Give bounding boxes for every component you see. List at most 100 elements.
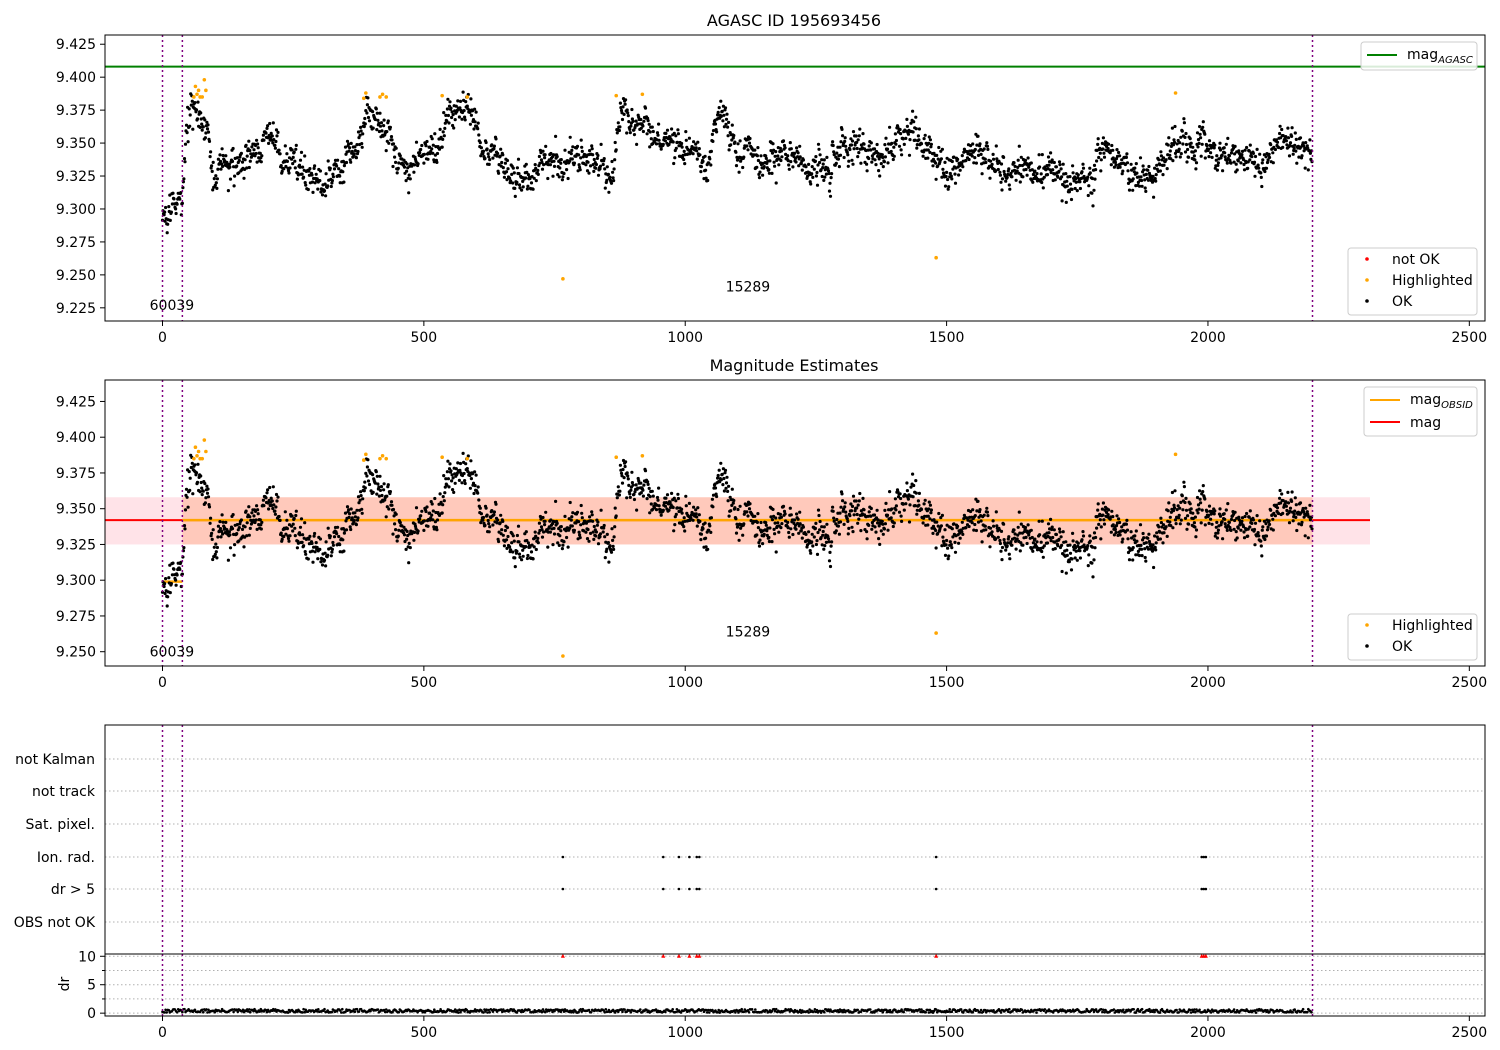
ok-point (596, 520, 600, 524)
ok-point (1271, 151, 1275, 155)
ok-point (166, 595, 170, 599)
ok-point (603, 556, 607, 560)
ok-point (498, 521, 502, 525)
ok-point (307, 537, 311, 541)
ok-point (196, 100, 200, 104)
ok-point (889, 516, 893, 520)
ok-point (408, 177, 412, 181)
ok-point (218, 527, 223, 531)
ok-point (356, 130, 361, 134)
ok-point (1030, 535, 1034, 540)
ok-point (682, 516, 686, 520)
ok-point (992, 524, 996, 528)
ok-point (767, 535, 771, 540)
dr-point (541, 1008, 545, 1011)
ok-point (617, 493, 622, 497)
ok-point (1059, 167, 1063, 171)
dr-point (577, 1010, 580, 1014)
ok-point (366, 96, 370, 100)
ok-point (906, 497, 911, 501)
ok-point (495, 521, 499, 525)
ok-point (564, 529, 568, 533)
ok-point (1025, 541, 1029, 546)
ok-point (603, 186, 607, 190)
ok-point (420, 143, 424, 148)
ok-point (235, 156, 239, 160)
ok-point (873, 158, 877, 162)
ok-point (1060, 175, 1064, 179)
ok-point (1305, 510, 1309, 514)
ok-point (458, 461, 463, 466)
ok-point (897, 510, 902, 514)
ok-point (175, 573, 179, 577)
ok-point (1305, 144, 1309, 148)
ok-point (1308, 151, 1312, 155)
ok-point (1127, 558, 1132, 562)
ok-point (838, 511, 842, 515)
ok-point (457, 115, 461, 119)
ok-point (237, 539, 241, 543)
ok-point (385, 505, 389, 509)
ok-point (294, 513, 298, 518)
ok-point (1259, 544, 1263, 548)
ok-point (558, 166, 562, 170)
ok-point (881, 532, 885, 536)
ok-point (632, 492, 636, 496)
ok-point (532, 176, 536, 180)
ok-point (397, 161, 401, 165)
ok-point (268, 485, 272, 490)
ok-point (1125, 528, 1130, 532)
ok-point (722, 113, 726, 117)
ok-point (1154, 179, 1158, 183)
dr-point (589, 1011, 593, 1014)
ok-point (388, 490, 392, 494)
ok-point (208, 521, 212, 525)
ok-point (562, 171, 566, 176)
ok-point (1143, 547, 1147, 551)
legend-label: magAGASC (1407, 47, 1473, 66)
ok-point (450, 110, 454, 114)
ok-point (169, 582, 173, 586)
ok-point (464, 100, 468, 104)
ok-point (634, 483, 638, 487)
ok-point (715, 494, 719, 499)
ok-point (461, 90, 465, 94)
ok-point (485, 147, 489, 151)
ok-point (1158, 169, 1162, 173)
ok-point (1170, 490, 1174, 495)
ok-point (476, 121, 480, 125)
ok-point (1136, 549, 1140, 554)
ok-point (274, 492, 279, 497)
ok-point (591, 519, 595, 523)
ok-point (899, 132, 903, 136)
ok-point (770, 171, 774, 175)
ok-point (650, 489, 654, 493)
ok-point (380, 129, 384, 133)
dr-point (326, 1009, 330, 1012)
ok-point (1287, 154, 1292, 158)
ok-point (466, 454, 470, 458)
ok-point (945, 538, 949, 543)
ok-point (1302, 149, 1306, 153)
ok-point (209, 150, 213, 154)
ok-point (563, 514, 567, 519)
ok-point (720, 472, 724, 476)
ok-point (264, 131, 268, 135)
ok-point (1262, 519, 1266, 523)
ok-point (382, 124, 386, 128)
ok-point (667, 142, 671, 147)
ok-point (190, 461, 194, 465)
ok-point (1117, 150, 1121, 155)
ok-point (699, 532, 704, 536)
ok-point (1117, 517, 1121, 521)
ok-point (1091, 575, 1095, 579)
ok-point (204, 496, 208, 500)
flag-point (1204, 887, 1208, 891)
ok-point (950, 527, 954, 531)
ok-point (958, 536, 962, 540)
ok-point (1302, 515, 1306, 519)
ok-point (374, 470, 378, 474)
ok-point (759, 154, 763, 158)
ok-point (1197, 141, 1201, 145)
ok-point (727, 514, 731, 518)
